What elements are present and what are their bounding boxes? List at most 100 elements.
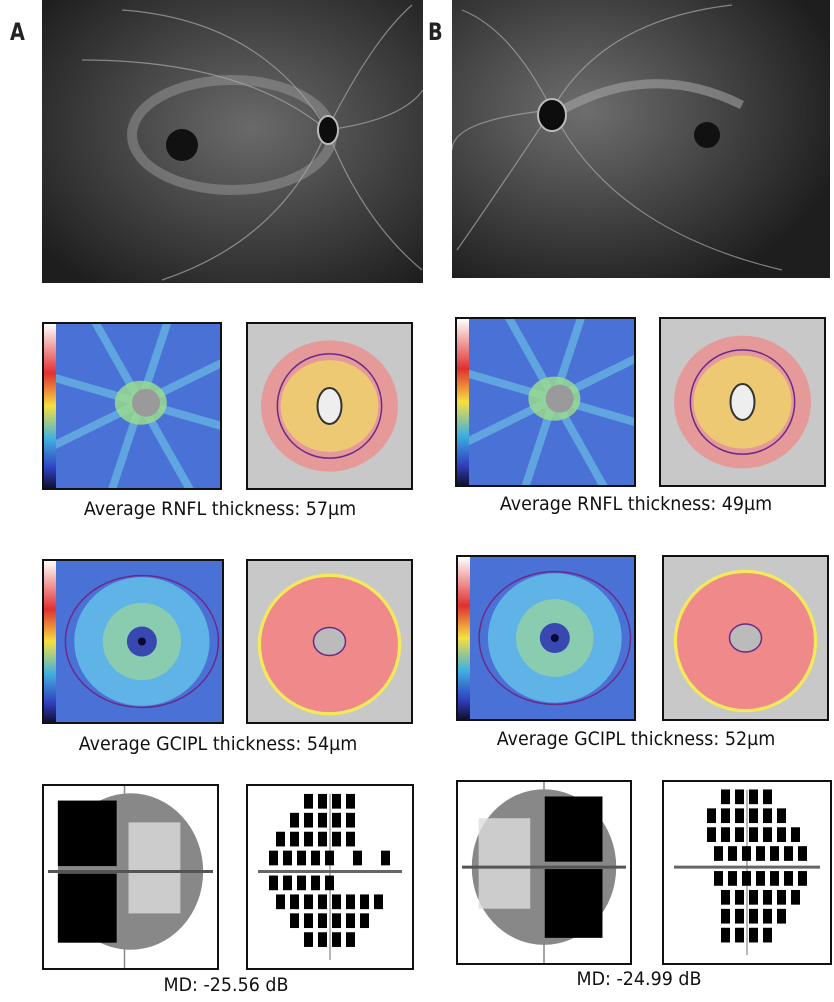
nerve-fiber-bundle	[457, 395, 557, 452]
depressed-point	[269, 875, 278, 891]
gcipl-deviation-map-b	[662, 555, 829, 721]
rnfl-caption-a: Average RNFL thickness: 57µm	[83, 498, 357, 520]
depressed-point	[332, 793, 341, 809]
rnfl-deviation-map-a	[246, 322, 413, 490]
inner-ellipse	[728, 623, 763, 653]
rnfl-thickness-map-b	[455, 317, 636, 487]
depressed-point	[749, 927, 758, 943]
depressed-point	[290, 831, 299, 847]
optic-disc	[316, 387, 343, 425]
depressed-point	[770, 871, 779, 886]
visual-field-grayscale-a	[42, 784, 219, 970]
visual-field-pattern-deviation-a	[246, 784, 414, 970]
nerve-fiber-bundle	[108, 401, 145, 488]
depressed-point	[304, 894, 313, 910]
depressed-point	[721, 827, 730, 842]
optic-disc	[545, 384, 574, 413]
depressed-point	[318, 894, 327, 910]
depressed-point	[749, 889, 758, 905]
depressed-point	[276, 894, 285, 910]
nerve-fiber-bundle	[552, 354, 634, 403]
depressed-point	[707, 827, 716, 842]
depressed-point	[311, 850, 320, 866]
depressed-point	[346, 831, 355, 847]
depressed-point	[290, 894, 299, 910]
optic-disc	[132, 388, 161, 417]
visual-field-grayscale-b	[456, 780, 632, 965]
color-scale-bar	[458, 557, 470, 719]
spared-region	[478, 818, 531, 909]
depressed-point	[735, 889, 744, 905]
depressed-point	[332, 932, 341, 947]
depressed-point	[290, 913, 299, 929]
nerve-fiber-bundle	[137, 324, 172, 404]
gcipl-caption-a: Average GCIPL thickness: 54µm	[78, 733, 358, 755]
depressed-point	[721, 808, 730, 824]
fovea-center	[137, 637, 146, 646]
depressed-point	[346, 894, 355, 910]
depressed-point	[798, 871, 807, 886]
depressed-point	[749, 808, 758, 824]
rnfl-caption-b: Average RNFL thickness: 49µm	[499, 493, 773, 515]
depressed-point	[735, 908, 744, 924]
dense-defect-lower	[57, 873, 117, 943]
depressed-point	[735, 789, 744, 805]
depressed-point	[304, 793, 313, 809]
depressed-point	[770, 846, 779, 861]
depressed-point	[742, 846, 751, 861]
dense-defect-upper	[57, 800, 117, 867]
gcipl-deviation-map-a	[246, 559, 413, 724]
depressed-point	[756, 846, 765, 861]
depressed-point	[714, 871, 723, 886]
depressed-point	[791, 889, 800, 905]
depressed-point	[777, 808, 786, 824]
inner-ellipse	[312, 626, 347, 657]
dense-defect-lower	[544, 869, 603, 938]
depressed-point	[318, 932, 327, 947]
depressed-point	[791, 827, 800, 842]
spared-region	[128, 822, 181, 914]
gcipl-thickness-map-a	[42, 559, 224, 724]
nerve-fiber-bundle	[457, 366, 556, 403]
color-scale-bar	[44, 561, 56, 722]
depressed-point	[276, 831, 285, 847]
depressed-point	[763, 827, 772, 842]
panel-label-a: A	[10, 18, 25, 46]
depressed-point	[297, 850, 306, 866]
depressed-point	[346, 932, 355, 947]
depressed-point	[763, 808, 772, 824]
rnfl-thickness-map-a	[42, 322, 222, 490]
fundus-image-a	[42, 0, 423, 283]
depressed-point	[735, 808, 744, 824]
outer-ellipse	[64, 574, 220, 709]
depressed-point	[742, 871, 751, 886]
depressed-point	[318, 793, 327, 809]
depressed-point	[304, 812, 313, 828]
optic-disc	[729, 383, 756, 421]
depressed-point	[381, 850, 390, 866]
md-caption-a: MD: -25.56 dB	[163, 974, 289, 996]
nerve-fiber-bundle	[91, 324, 145, 405]
depressed-point	[353, 850, 362, 866]
depressed-point	[735, 927, 744, 943]
depressed-point	[360, 894, 369, 910]
nerve-fiber-bundle	[504, 319, 558, 401]
nerve-fiber-bundle	[44, 370, 142, 407]
depressed-point	[784, 846, 793, 861]
fundus-image-b	[452, 0, 830, 278]
depressed-point	[714, 846, 723, 861]
depressed-point	[304, 831, 313, 847]
fovea-center	[550, 634, 559, 642]
depressed-point	[360, 913, 369, 929]
depressed-point	[728, 846, 737, 861]
outer-ellipse	[478, 570, 632, 706]
depressed-point	[777, 908, 786, 924]
rnfl-deviation-map-b	[659, 317, 826, 487]
dense-defect-upper	[544, 796, 603, 862]
depressed-point	[346, 812, 355, 828]
depressed-point	[332, 894, 341, 910]
depressed-point	[304, 932, 313, 947]
depressed-point	[332, 831, 341, 847]
depressed-point	[318, 831, 327, 847]
depressed-point	[777, 827, 786, 842]
